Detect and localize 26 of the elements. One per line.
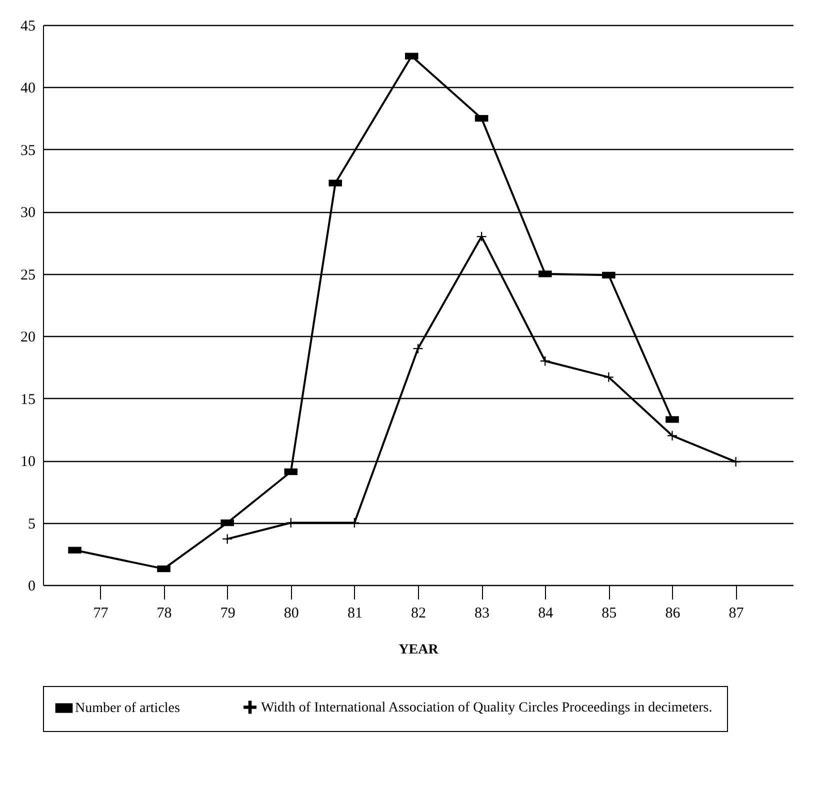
x-tick-label: 81 bbox=[347, 606, 362, 622]
y-tick-label: 15 bbox=[20, 392, 36, 408]
point bbox=[667, 430, 677, 440]
x-tick-label: 77 bbox=[93, 606, 109, 622]
y-tick-label: 5 bbox=[28, 516, 36, 532]
y-tick-label: 40 bbox=[20, 80, 36, 97]
x-tick-label: 80 bbox=[284, 606, 299, 622]
x-tick-label: 78 bbox=[156, 606, 172, 622]
x-tick-label: 85 bbox=[602, 606, 617, 622]
x-tick-label: 82 bbox=[411, 606, 426, 622]
legend-label: Width of International Association of Quality Circles Proceedings in decimeters. bbox=[261, 700, 712, 716]
x-tick-label: 87 bbox=[728, 606, 744, 622]
y-tick-label: 20 bbox=[20, 330, 36, 346]
y-tick-label: 0 bbox=[28, 578, 36, 594]
point bbox=[731, 457, 741, 467]
y-tick-label: 10 bbox=[20, 454, 36, 470]
x-tick-label: 84 bbox=[538, 606, 554, 622]
y-tick-label: 30 bbox=[20, 205, 36, 222]
x-tick-label: 79 bbox=[220, 606, 236, 622]
x-tick-label: 86 bbox=[665, 606, 681, 622]
x-tick-label: 83 bbox=[474, 606, 490, 622]
x-axis-title: YEAR bbox=[398, 642, 440, 658]
y-tick-label: 35 bbox=[20, 142, 36, 159]
legend-label: Number of articles bbox=[75, 701, 180, 716]
y-tick-label: 45 bbox=[20, 18, 36, 34]
y-tick-label: 25 bbox=[20, 267, 36, 284]
